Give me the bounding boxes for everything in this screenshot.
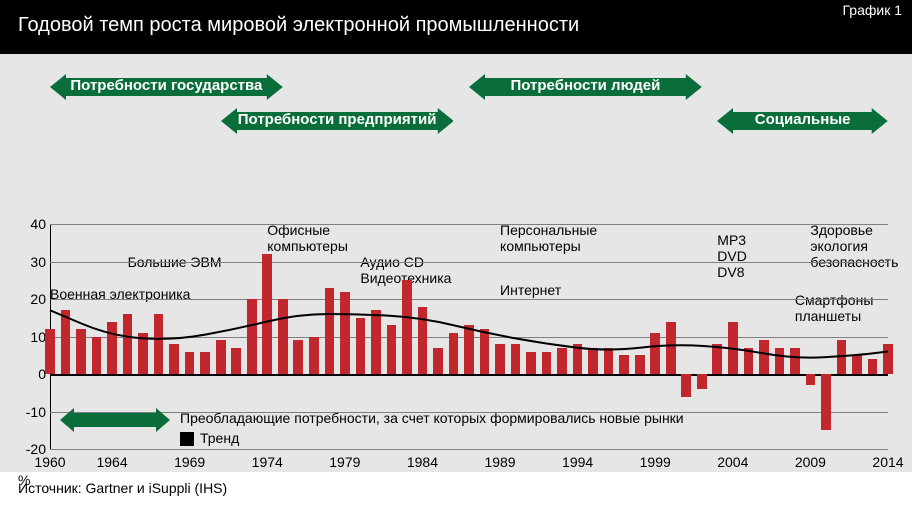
x-tick-label: 1994	[562, 454, 593, 470]
figure-number: График 1	[842, 2, 902, 18]
x-tick-label: 1964	[96, 454, 127, 470]
period-band-label: Потребности государства	[50, 77, 283, 94]
y-tick-label: 10	[18, 329, 46, 345]
y-tick-label: 0	[18, 366, 46, 382]
source-text: Источник: Gartner и iSuppli (IHS)	[18, 480, 227, 496]
legend-trend-text: Тренд	[200, 430, 239, 446]
x-tick-label: 2014	[872, 454, 903, 470]
x-tick-label: 2004	[717, 454, 748, 470]
y-tick-label: -10	[18, 404, 46, 420]
chart-area: Потребности государства Потребности предп…	[0, 54, 912, 472]
chart-title: Годовой темп роста мировой электронной п…	[18, 14, 579, 37]
y-tick-label: 30	[18, 254, 46, 270]
period-band: Потребности государства	[50, 74, 283, 100]
period-band: Потребности людей	[469, 74, 702, 100]
y-tick-label: 40	[18, 216, 46, 232]
x-tick-label: 1999	[640, 454, 671, 470]
x-tick-label: 1960	[34, 454, 65, 470]
x-tick-label: 2009	[795, 454, 826, 470]
header-bar: Годовой темп роста мировой электронной п…	[0, 0, 912, 54]
chart-frame: Годовой темп роста мировой электронной п…	[0, 0, 912, 507]
legend-arrow-icon	[60, 408, 170, 432]
x-tick-label: 1989	[484, 454, 515, 470]
x-tick-label: 1974	[252, 454, 283, 470]
legend-arrow-text: Преобладающие потребности, за счет котор…	[180, 410, 684, 426]
legend-trend-swatch	[180, 432, 194, 446]
period-band-label: Потребности людей	[469, 77, 702, 94]
x-axis: 1960196419691974197919841989199419992004…	[50, 454, 888, 472]
x-tick-label: 1969	[174, 454, 205, 470]
x-tick-label: 1979	[329, 454, 360, 470]
gridline	[50, 449, 888, 450]
period-band: Потребности предприятий	[221, 108, 454, 134]
period-band-label: Социальные	[717, 111, 888, 128]
period-band: Социальные	[717, 108, 888, 134]
x-tick-label: 1984	[407, 454, 438, 470]
period-band-label: Потребности предприятий	[221, 111, 454, 128]
y-axis: -20-10010203040	[18, 224, 46, 449]
y-tick-label: 20	[18, 291, 46, 307]
